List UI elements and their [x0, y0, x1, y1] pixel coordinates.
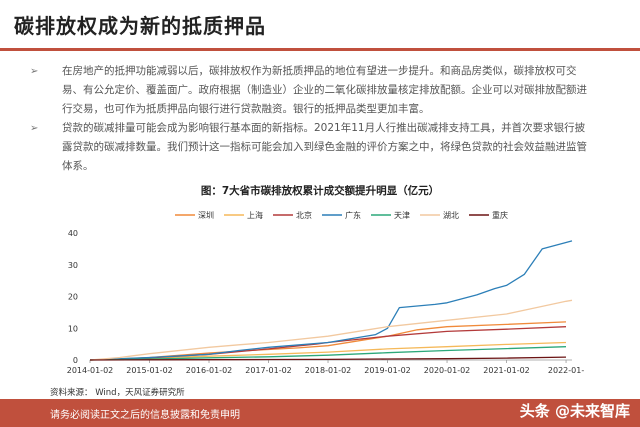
series-lines	[89, 240, 573, 361]
legend-label: 广东	[345, 210, 361, 220]
x-tick-label: 2016-01-02	[186, 366, 233, 375]
footer-bar: 请务必阅读正文之后的信息披露和免责申明	[0, 399, 640, 427]
x-tick-label: 2020-01-02	[424, 366, 471, 375]
bullet-text-2: 贷款的碳减排量可能会成为影响银行基本面的新指标。2021年11月人行推出碳减排支…	[62, 122, 587, 172]
y-tick-label: 40	[68, 229, 78, 238]
x-tick-label: 2017-01-02	[245, 366, 292, 375]
watermark: 头条 @未来智库	[519, 402, 630, 420]
x-tick-label: 2021-01-02	[483, 366, 530, 375]
chart-legend: 深圳 上海 北京 广东 天津 湖北 重庆	[175, 210, 508, 220]
series-line-重庆	[89, 356, 567, 361]
series-line-湖北	[89, 299, 573, 361]
series-line-天津	[89, 346, 567, 361]
x-axis: 2014-01-02 2015-01-02 2016-01-02 2017-01-02…	[67, 359, 584, 375]
series-line-广东	[89, 240, 573, 361]
y-axis: 0 10 20 30 40	[68, 229, 78, 365]
y-tick-label: 20	[68, 293, 78, 302]
legend-label: 天津	[394, 210, 410, 220]
bullet-item-1: ➢ 在房地产的抵押功能减弱以后，碳排放权作为新抵质押品的地位有望进一步提升。和商…	[30, 62, 595, 119]
x-tick-label: 2018-01-02	[305, 366, 352, 375]
x-tick-label: 2022-01-	[548, 366, 584, 375]
chart-title: 图：7大省市碳排放权累计成交额提升明显（亿元）	[200, 185, 440, 197]
legend-label: 深圳	[198, 210, 214, 220]
bullet-item-2: ➢ 贷款的碳减排量可能会成为影响银行基本面的新指标。2021年11月人行推出碳减…	[30, 119, 595, 176]
disclaimer-text: 请务必阅读正文之后的信息披露和免责申明	[50, 410, 240, 421]
legend-label: 湖北	[443, 211, 459, 220]
title-rule	[0, 48, 640, 51]
legend-label: 重庆	[492, 210, 508, 220]
y-tick-label: 0	[73, 356, 78, 365]
page-title: 碳排放权成为新的抵质押品	[14, 14, 266, 38]
x-tick-label: 2015-01-02	[126, 366, 173, 375]
arrow-bullet-icon: ➢	[30, 123, 39, 134]
x-tick-label: 2019-01-02	[364, 366, 411, 375]
legend-label: 北京	[296, 210, 312, 220]
legend-label: 上海	[247, 210, 263, 220]
x-tick-label: 2014-01-02	[67, 366, 114, 375]
arrow-bullet-icon: ➢	[30, 66, 39, 77]
y-tick-label: 10	[68, 324, 78, 333]
bullet-text-1: 在房地产的抵押功能减弱以后，碳排放权作为新抵质押品的地位有望进一步提升。和商品房…	[62, 65, 587, 115]
y-tick-label: 30	[68, 261, 78, 270]
bullet-list: ➢ 在房地产的抵押功能减弱以后，碳排放权作为新抵质押品的地位有望进一步提升。和商…	[30, 62, 595, 176]
line-chart: 深圳 上海 北京 广东 天津 湖北 重庆 0 10 20 30 40 2014-01-02 2015-…	[67, 210, 585, 375]
series-line-深圳	[89, 321, 567, 361]
source-note: 资料来源： Wind，天风证券研究所	[50, 388, 185, 398]
